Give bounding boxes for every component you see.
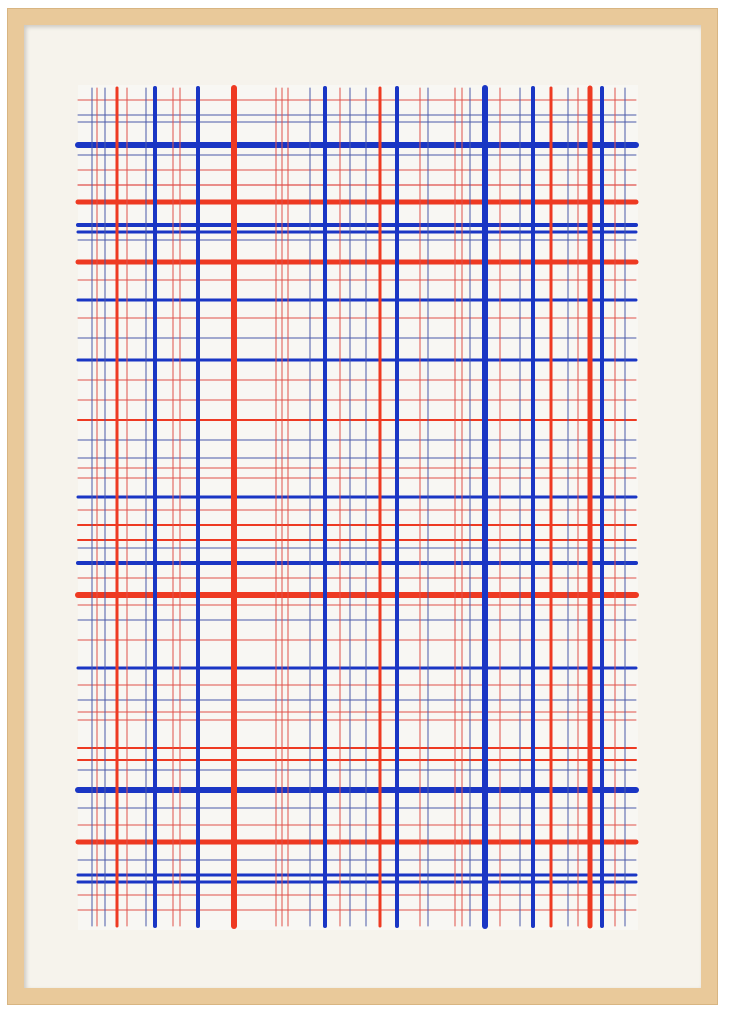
horizontal-lines [75, 99, 639, 911]
paper-sheet [78, 85, 638, 930]
vertical-lines [91, 85, 626, 929]
